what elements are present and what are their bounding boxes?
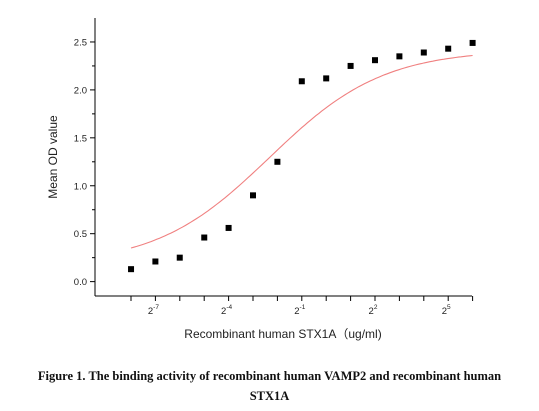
data-point <box>347 62 354 69</box>
y-axis-title: Mean OD value <box>46 115 60 199</box>
data-point <box>128 266 135 273</box>
data-point <box>152 258 159 265</box>
data-point <box>420 49 427 56</box>
fit-curve <box>130 54 473 249</box>
y-tick-label: 1.5 <box>74 133 87 144</box>
data-point <box>298 78 305 85</box>
caption-line-1: Figure 1. The binding activity of recomb… <box>37 369 502 383</box>
y-ticks: 0.0 0.5 1.0 1.5 2.0 2.5 <box>74 37 95 288</box>
data-point <box>201 234 208 241</box>
caption-line-2: STX1A <box>249 389 290 403</box>
data-point <box>250 192 256 199</box>
x-tick-label: 2-1 <box>294 304 305 317</box>
x-tick-label: 22 <box>369 304 378 317</box>
y-tick-label: 2.5 <box>74 37 87 48</box>
data-point <box>469 39 476 46</box>
x-axis-title: Recombinant human STX1A（ug/ml) <box>184 327 381 341</box>
data-point <box>396 53 403 60</box>
axes <box>94 18 472 297</box>
figure-caption: Figure 1. The binding activity of recomb… <box>0 366 539 406</box>
chart: 0.0 0.5 1.0 1.5 2.0 2.5 2-7 2-4 2-1 22 25 Recombi… <box>46 18 476 341</box>
data-points <box>128 39 476 273</box>
x-tick-label: 25 <box>442 304 451 317</box>
data-point <box>372 57 378 64</box>
data-point <box>323 75 330 82</box>
x-tick-label: 2-7 <box>148 304 159 317</box>
data-point <box>225 224 232 231</box>
x-tick-label: 2-4 <box>221 304 232 317</box>
x-ticks: 2-7 2-4 2-1 22 25 <box>130 296 474 317</box>
y-tick-label: 1.0 <box>74 181 87 192</box>
y-tick-label: 0.5 <box>74 229 87 240</box>
y-tick-label: 0.0 <box>74 277 87 288</box>
data-point <box>176 254 183 261</box>
y-tick-label: 2.0 <box>74 85 87 96</box>
data-point <box>445 45 452 52</box>
data-point <box>274 158 281 165</box>
